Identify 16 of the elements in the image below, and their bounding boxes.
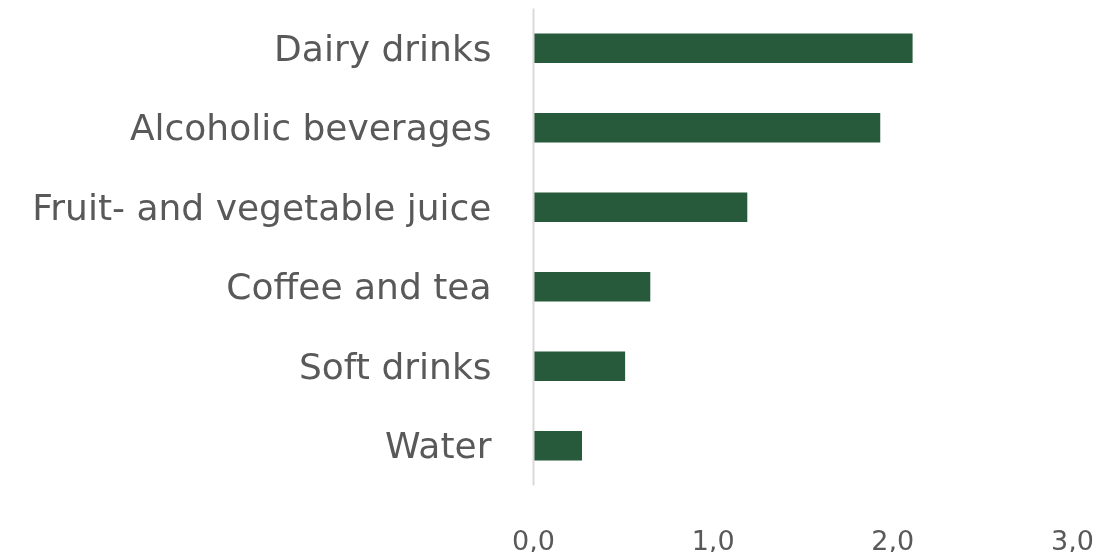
y-tick-label: Soft drinks xyxy=(298,345,492,387)
bar xyxy=(533,113,881,143)
bar xyxy=(533,33,913,63)
y-tick-label: Dairy drinks xyxy=(274,27,492,69)
x-tick-label: 2,0 xyxy=(871,524,915,552)
x-tick-label: 1,0 xyxy=(691,524,735,552)
bar xyxy=(533,351,626,381)
bar xyxy=(533,192,748,222)
bar xyxy=(533,431,583,461)
x-tick-label: 0,0 xyxy=(512,524,555,552)
y-tick-label: Alcoholic beverages xyxy=(129,107,492,149)
y-tick-label: Water xyxy=(385,425,492,467)
bar xyxy=(533,272,651,302)
y-tick-label: Coffee and tea xyxy=(226,266,492,308)
x-tick-label: 3,0 xyxy=(1051,524,1094,552)
y-tick-label: Fruit- and vegetable juice xyxy=(32,186,492,228)
